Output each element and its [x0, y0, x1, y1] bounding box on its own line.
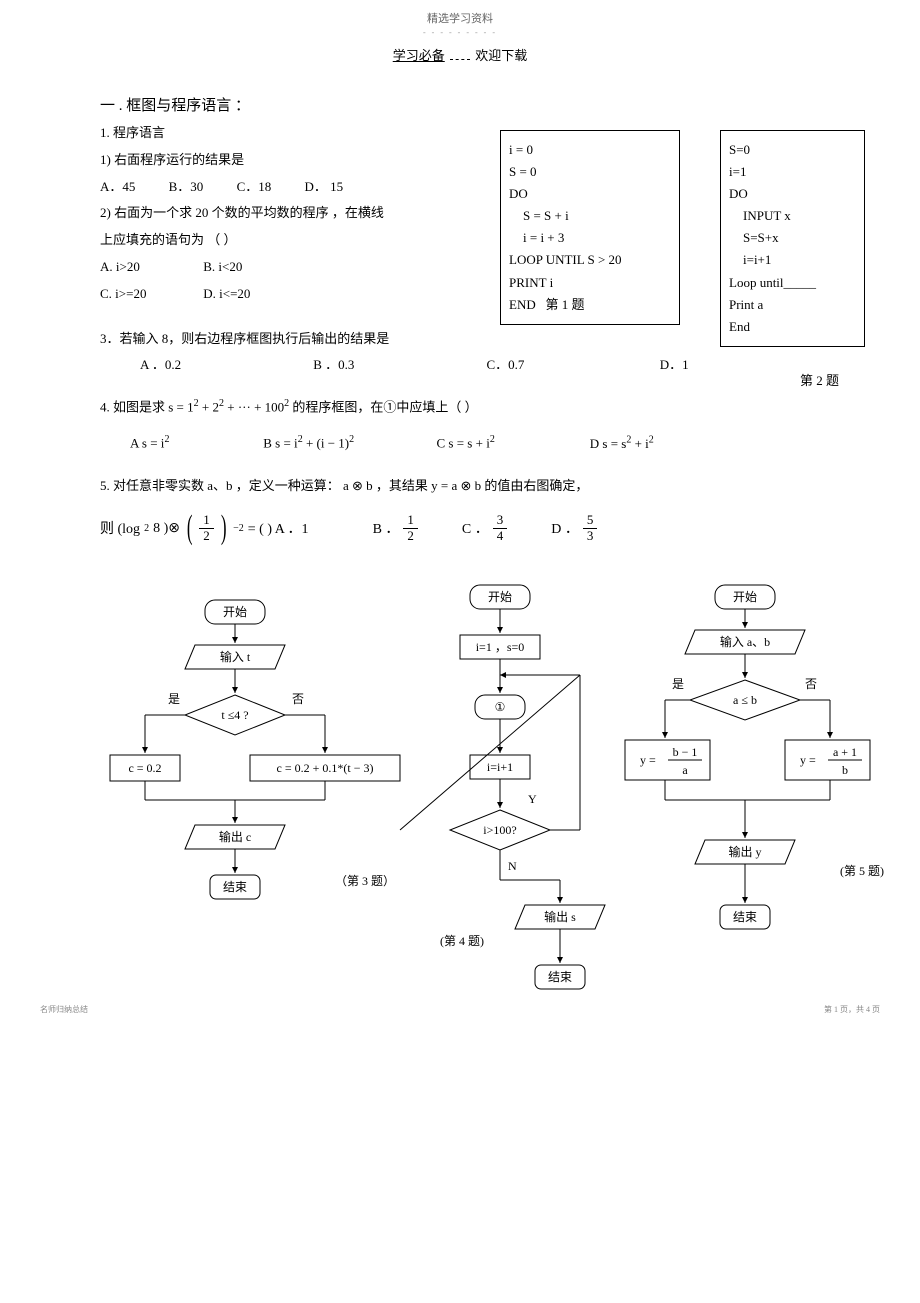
c2-l9: End — [729, 316, 856, 338]
q2-label: 第 2 题 — [800, 370, 839, 389]
c1-l2: S = 0 — [509, 161, 671, 183]
code-box-2: S=0 i=1 DO INPUT x S=S+x i=i+1 Loop unti… — [720, 130, 865, 347]
fc5-ld: a — [682, 763, 688, 777]
fc4-init: i=1 ，s=0 — [476, 640, 525, 654]
q3-opts: A ．0.2 B ．0.3 C．0.7 D．1 — [100, 355, 820, 376]
fc4-out: 输出 s — [544, 909, 576, 924]
fc5-no: 否 — [805, 677, 817, 691]
q1-l3: 2) 右面为一个求 20 个数的平均数的程序 ，在横线 — [100, 203, 820, 224]
header-left: 学习必备 — [393, 48, 445, 63]
fc5-start: 开始 — [733, 590, 757, 604]
fc3-right: c = 0.2 + 0.1*(t − 3) — [277, 761, 374, 775]
fc3-cond: t ≤4 ? — [221, 708, 248, 722]
q1-l4: 上应填充的语句为 （ ） — [100, 230, 820, 251]
fc5-yes: 是 — [672, 677, 684, 691]
c2-l6: i=i+1 — [729, 249, 856, 271]
fc5-out: 输出 y — [728, 844, 761, 859]
c1-l8: END 第 1 题 — [509, 294, 671, 316]
code-box-1: i = 0 S = 0 DO S = S + i i = i + 3 LOOP … — [500, 130, 680, 325]
flowchart-4: 开始 i=1 ，s=0 ① i=i+1 i>100? Y N 输出 s 结束 (… — [400, 585, 620, 1015]
header-right: 欢迎下载 — [475, 48, 527, 63]
q3-b: B ．0.3 — [313, 355, 453, 376]
c1-l3: DO — [509, 183, 671, 205]
fc5-in: 输入 a、b — [720, 634, 770, 649]
q4-stem: 4. 如图是求 s = 12 + 22 + ··· + 1002 的程序框图，在… — [100, 396, 820, 418]
fc3-left: c = 0.2 — [128, 761, 161, 775]
q1-opt2a: A. i>20 — [100, 257, 200, 278]
q1-l1: 1. 程序语言 — [100, 123, 820, 144]
q5-stem: 5. 对任意非零实数 a、b ，定义一种运算： a ⊗ b ，其结果 y = a… — [100, 476, 820, 497]
q1-optA: A．45 — [100, 179, 135, 194]
q1-l2: 1) 右面程序运行的结果是 — [100, 150, 820, 171]
fc4-step: ① — [495, 700, 506, 714]
fc3-no: 否 — [292, 692, 304, 706]
fc3-out: 输出 c — [219, 829, 251, 844]
q3-d: D．1 — [660, 357, 689, 372]
flowchart-3: 开始 输入 t t ≤4 ? 是 否 c = 0.2 c = 0.2 + 0.1… — [100, 585, 400, 965]
top-label: 精选学习资料 — [40, 10, 880, 26]
c1-l1: i = 0 — [509, 139, 671, 161]
q1-opt2b: B. i<20 — [203, 259, 242, 274]
q1-opt2c: C. i>=20 — [100, 284, 200, 305]
diagrams-row: 开始 输入 t t ≤4 ? 是 否 c = 0.2 c = 0.2 + 0.1… — [100, 585, 820, 1015]
section-title: 一 . 框图与程序语言 ： — [100, 94, 820, 115]
fc5-rn: a + 1 — [833, 745, 857, 759]
fc4-end: 结束 — [548, 970, 572, 984]
content: 一 . 框图与程序语言 ： 1. 程序语言 1) 右面程序运行的结果是 A．45… — [40, 94, 880, 1015]
header-gap — [450, 59, 470, 60]
fc5-end: 结束 — [733, 910, 757, 924]
c2-l2: i=1 — [729, 161, 856, 183]
fc5-rd: b — [842, 763, 848, 777]
fc4-y: Y — [528, 792, 537, 806]
footer-left: 名师归纳总结 — [40, 1004, 88, 1015]
q3-stem: 3．若输入 8，则右边程序框图执行后输出的结果是 — [100, 329, 820, 350]
fc5-ln: b − 1 — [673, 745, 698, 759]
q1-opts2a: A. i>20 B. i<20 — [100, 257, 820, 278]
c1-l5: i = i + 3 — [509, 227, 671, 249]
c1-l6: LOOP UNTIL S > 20 — [509, 249, 671, 271]
q1-optC: C．18 — [237, 179, 272, 194]
fc3-end: 结束 — [223, 880, 247, 894]
fc4-n: N — [508, 859, 517, 873]
q1-optB: B．30 — [169, 179, 204, 194]
fc5-label: (第 5 题) — [840, 864, 884, 878]
c2-l8: Print a — [729, 294, 856, 316]
q3-a: A ．0.2 — [140, 355, 280, 376]
c2-l1: S=0 — [729, 139, 856, 161]
c2-l4: INPUT x — [729, 205, 856, 227]
q4-opts: A s = i2 B s = i2 + (i − 1)2 C s = s + i… — [100, 432, 820, 454]
flowchart-5: 开始 输入 a、b a ≤ b 是 否 y = b − 1 a y = a + … — [620, 585, 900, 985]
c1-l4: S = S + i — [509, 205, 671, 227]
footer-right: 第 1 页，共 4 页 — [824, 1004, 880, 1015]
c2-l7: Loop until_____ — [729, 272, 856, 294]
fc4-start: 开始 — [488, 590, 512, 604]
q1-opts2b: C. i>=20 D. i<=20 — [100, 284, 820, 305]
dots: - - - - - - - - - — [40, 28, 880, 37]
fc5-lp: y = — [640, 753, 656, 767]
fc3-label: （第 3 题） — [335, 874, 395, 888]
fc5-cond: a ≤ b — [733, 693, 757, 707]
q1-optD: D． 15 — [304, 179, 343, 194]
fc4-label: (第 4 题) — [440, 934, 484, 948]
q1-opts: A．45 B．30 C．18 D． 15 — [100, 177, 820, 198]
header-line: 学习必备 欢迎下载 — [40, 45, 880, 64]
q1-opt2d: D. i<=20 — [203, 286, 250, 301]
c1-l7: PRINT i — [509, 272, 671, 294]
fc3-in: 输入 t — [220, 649, 251, 664]
fc4-cond: i>100? — [483, 823, 516, 837]
q3-c: C．0.7 — [487, 355, 627, 376]
fc4-inc: i=i+1 — [487, 760, 513, 774]
q5-expr: 则 (log2 8 )⊗ ( 12 )−2 = ( ) A ．1 B ． 12 … — [100, 511, 820, 545]
c2-l5: S=S+x — [729, 227, 856, 249]
c2-l3: DO — [729, 183, 856, 205]
fc3-yes: 是 — [168, 692, 180, 706]
fc3-start: 开始 — [223, 605, 247, 619]
fc5-rp: y = — [800, 753, 816, 767]
